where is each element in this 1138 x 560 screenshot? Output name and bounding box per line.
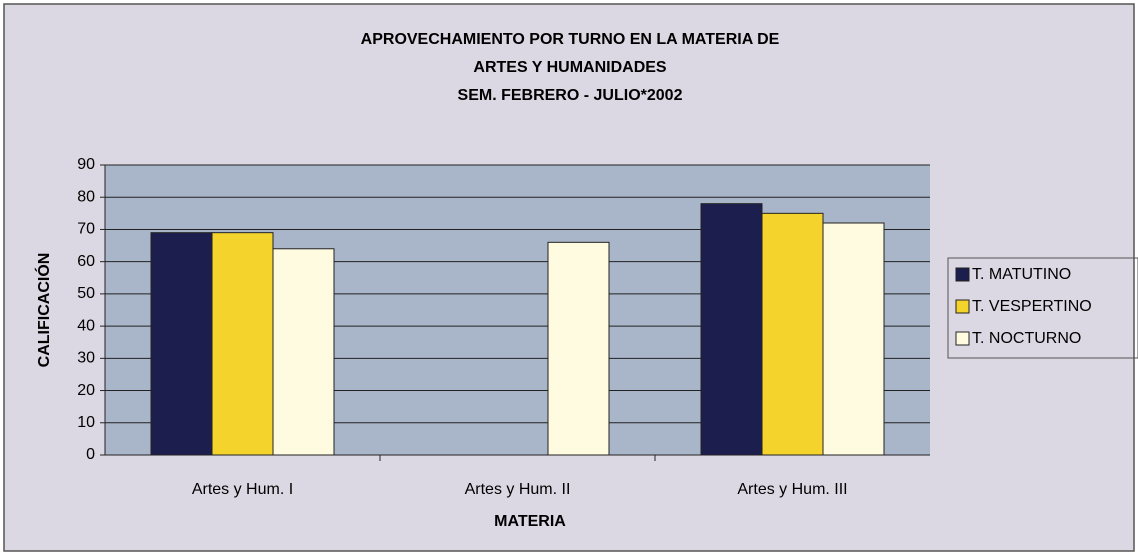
x-tick-label: Artes y Hum. III: [737, 481, 847, 498]
y-tick-label: 20: [77, 382, 95, 399]
y-tick-label: 10: [77, 414, 95, 431]
y-tick-label: 90: [77, 156, 95, 173]
bar: [547, 241, 610, 456]
chart-title: SEM. FEBRERO - JULIO*2002: [458, 87, 683, 104]
x-axis-label: MATERIA: [494, 513, 566, 530]
bar: [822, 222, 885, 456]
y-tick-label: 50: [77, 285, 95, 302]
y-tick-label: 30: [77, 350, 95, 367]
y-tick-label: 40: [77, 317, 95, 334]
chart-title: ARTES Y HUMANIDADES: [473, 59, 667, 76]
legend-swatch: [955, 267, 970, 282]
bar: [272, 248, 335, 456]
legend-box: [947, 257, 1138, 359]
chart-title: APROVECHAMIENTO POR TURNO EN LA MATERIA …: [361, 31, 780, 48]
y-tick-label: 0: [86, 446, 95, 463]
x-tick-label: Artes y Hum. I: [192, 481, 293, 498]
legend-swatch: [955, 299, 970, 314]
y-axis-label: CALIFICACIÓN: [34, 253, 53, 368]
x-tick-label: Artes y Hum. II: [465, 481, 571, 498]
bar: [761, 212, 824, 456]
legend-label: T. NOCTURNO: [972, 330, 1081, 347]
legend-label: T. MATUTINO: [972, 266, 1071, 283]
bar: [700, 203, 763, 456]
y-tick-label: 80: [77, 188, 95, 205]
legend-label: T. VESPERTINO: [972, 298, 1092, 315]
y-tick-label: 60: [77, 253, 95, 270]
y-tick-label: 70: [77, 221, 95, 238]
bar: [150, 232, 213, 456]
legend-swatch: [955, 331, 970, 346]
bar: [211, 232, 274, 456]
